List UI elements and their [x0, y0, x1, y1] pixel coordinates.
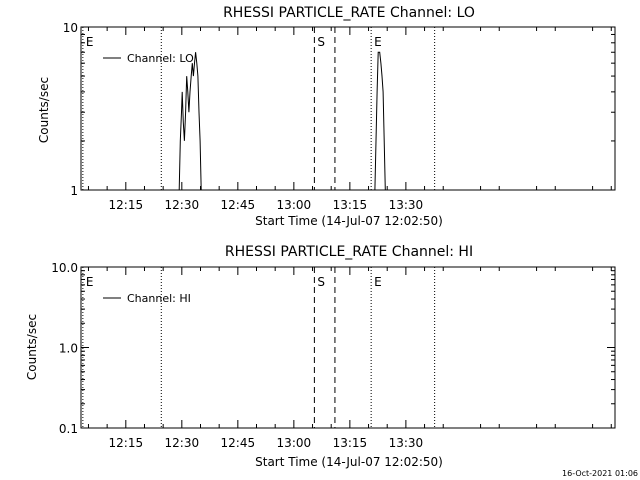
x-tick-label: 13:00: [277, 198, 312, 212]
x-tick-label: 12:15: [109, 198, 144, 212]
x-tick-label: 12:30: [165, 198, 200, 212]
y-tick-label: 1: [70, 184, 78, 198]
event-marker-label: E: [374, 35, 382, 49]
data-series-line: [178, 51, 386, 191]
chart-panel-lo: RHESSI PARTICLE_RATE Channel: LO Start T…: [37, 5, 616, 228]
generation-timestamp: 16-Oct-2021 01:06: [562, 469, 638, 478]
chart-title: RHESSI PARTICLE_RATE Channel: HI: [225, 244, 473, 260]
x-tick-label: 12:15: [109, 436, 144, 450]
x-tick-label: 13:00: [277, 436, 312, 450]
legend-label: Channel: HI: [127, 292, 191, 305]
event-marker-label: E: [86, 275, 94, 289]
x-tick-label: 13:15: [333, 198, 368, 212]
y-tick-label: 10: [63, 21, 78, 35]
event-marker-label: S: [317, 35, 325, 49]
x-tick-label: 12:45: [221, 198, 256, 212]
legend-label: Channel: LO: [127, 52, 194, 65]
chart-panel-hi: RHESSI PARTICLE_RATE Channel: HI Start T…: [25, 244, 616, 469]
x-axis-label: Start Time (14-Jul-07 12:02:50): [255, 214, 443, 228]
x-axis-label: Start Time (14-Jul-07 12:02:50): [255, 455, 443, 469]
x-tick-label: 12:30: [165, 436, 200, 450]
plot-frame: [80, 26, 616, 191]
y-axis-label: Counts/sec: [37, 77, 51, 143]
x-tick-label: 13:30: [389, 198, 424, 212]
y-tick-label: 1.0: [59, 342, 78, 356]
event-marker-label: S: [317, 275, 325, 289]
y-axis-label: Counts/sec: [25, 314, 39, 380]
chart-title: RHESSI PARTICLE_RATE Channel: LO: [223, 5, 475, 21]
x-tick-label: 13:15: [333, 436, 368, 450]
x-tick-label: 12:45: [221, 436, 256, 450]
y-tick-label: 10.0: [51, 261, 78, 275]
y-tick-label: 0.1: [59, 422, 78, 436]
event-marker-label: E: [86, 35, 94, 49]
event-marker-label: E: [374, 275, 382, 289]
x-tick-label: 13:30: [389, 436, 424, 450]
